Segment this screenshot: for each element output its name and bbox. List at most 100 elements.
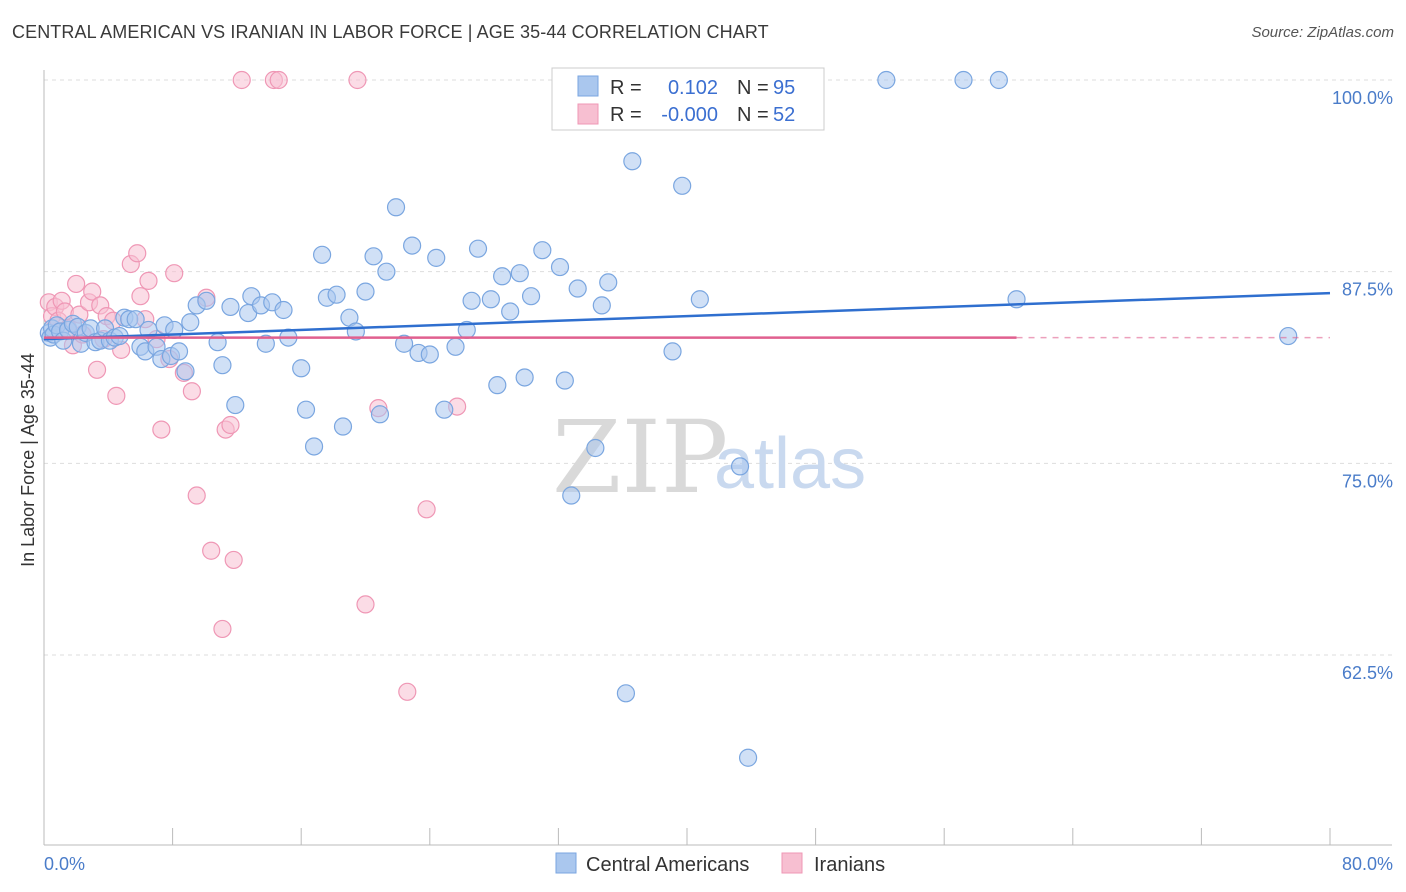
iranian-point-28	[165, 264, 184, 283]
central-american-point-76	[521, 287, 541, 306]
central-american-point-81	[568, 279, 587, 298]
central-american-point-82	[586, 438, 605, 458]
legend-n-value-2: 52	[773, 104, 795, 126]
central-american-point-65	[435, 400, 454, 419]
y-tick-label-3: 100.0%	[1332, 88, 1393, 108]
central-american-point-86	[623, 152, 642, 171]
central-american-point-70	[481, 290, 500, 309]
watermark-zip: ZIP	[552, 399, 728, 516]
central-american-point-48	[304, 437, 324, 456]
central-american-point-55	[356, 282, 375, 301]
central-american-point-87	[663, 342, 682, 361]
bottom-legend-central-americans: Central Americans	[586, 854, 749, 876]
central-american-point-74	[510, 264, 529, 283]
x-tick-label-0: 0.0%	[44, 854, 85, 874]
axis-layer	[43, 70, 1392, 846]
legend-r-value-1: 0.102	[668, 77, 718, 99]
iranian-point-30	[182, 382, 201, 401]
central-american-trendline	[43, 291, 1331, 341]
central-american-point-42	[256, 334, 275, 353]
iranian-point-45	[417, 500, 436, 519]
central-american-point-85	[616, 684, 636, 703]
watermark: ZIP atlas	[552, 399, 866, 516]
central-american-point-extra-0	[738, 748, 758, 767]
central-american-point-92	[954, 70, 973, 90]
central-american-point-37	[221, 297, 240, 317]
central-american-point-51	[327, 285, 346, 304]
central-american-point-36	[213, 356, 232, 375]
central-american-point-60	[394, 334, 414, 353]
central-american-point-72	[493, 267, 512, 286]
central-american-point-88	[673, 176, 692, 195]
legend-r-label-1: R =	[610, 77, 642, 99]
central-american-point-49	[312, 245, 332, 264]
iranian-point-31	[187, 486, 206, 505]
iranian-point-12	[83, 282, 102, 301]
iranian-point-18	[107, 386, 126, 405]
iranian-point-42	[356, 595, 375, 614]
y-tick-label-2: 87.5%	[1342, 280, 1393, 300]
bottom-legend-iranians: Iranians	[814, 854, 885, 876]
central-american-point-30	[169, 342, 189, 361]
trend-layer	[43, 291, 1331, 341]
bottom-legend: Central Americans Iranians	[555, 852, 885, 876]
central-american-point-59	[386, 198, 406, 217]
central-american-point-66	[446, 337, 465, 356]
chart-source: Source: ZipAtlas.com	[1251, 24, 1394, 41]
iranian-point-37	[224, 550, 243, 570]
central-american-point-83	[592, 296, 611, 315]
iranian-point-40	[269, 70, 288, 90]
central-american-point-73	[501, 302, 520, 321]
central-american-point-63	[420, 345, 439, 364]
legend-n-label-2: N =	[737, 104, 769, 126]
central-american-point-93	[989, 70, 1008, 90]
iranian-point-44	[398, 682, 417, 701]
legend-r-value-2: -0.000	[661, 104, 718, 126]
central-american-point-32	[181, 313, 200, 332]
y-axis-label: In Labor Force | Age 35-44	[18, 353, 38, 567]
central-american-point-47	[296, 400, 316, 419]
iranian-point-36	[221, 415, 240, 435]
bottom-legend-swatch-pink	[781, 852, 803, 874]
chart-title: CENTRAL AMERICAN VS IRANIAN IN LABOR FOR…	[12, 22, 769, 42]
legend-swatch-blue	[577, 75, 599, 97]
y-tick-label-0: 62.5%	[1342, 663, 1393, 683]
central-american-point-90	[730, 457, 750, 476]
central-american-point-46	[292, 359, 311, 378]
central-american-point-31	[176, 362, 195, 381]
central-american-point-61	[403, 236, 422, 255]
central-american-point-58	[377, 262, 396, 281]
central-american-point-77	[533, 241, 552, 260]
central-american-point-57	[370, 405, 390, 424]
central-american-point-80	[562, 486, 581, 505]
central-american-point-91	[877, 70, 896, 90]
iranian-point-26	[152, 420, 171, 439]
iranian-point-21	[128, 244, 147, 263]
central-american-point-44	[274, 300, 293, 320]
legend-swatch-pink	[577, 103, 599, 125]
central-american-point-68	[462, 291, 481, 310]
iranian-point-22	[131, 287, 150, 306]
central-american-point-71	[488, 376, 507, 395]
central-american-point-78	[550, 257, 570, 277]
central-american-point-69	[468, 239, 488, 258]
central-american-point-84	[599, 273, 618, 292]
iranian-point-34	[213, 619, 232, 639]
iranian-point-33	[202, 541, 221, 560]
central-american-point-35	[208, 333, 227, 352]
legend-r-label-2: R =	[610, 104, 642, 126]
central-american-point-38	[226, 395, 245, 415]
central-american-point-34	[197, 291, 216, 310]
central-american-point-64	[427, 248, 446, 267]
iranian-point-13	[87, 360, 107, 379]
iranian-point-38	[232, 70, 251, 90]
legend-box: R = 0.102 N = 95 R = -0.000 N = 52	[551, 67, 825, 131]
iranian-point-24	[139, 271, 158, 290]
grid-layer	[44, 79, 1392, 656]
central-american-point-89	[690, 290, 709, 309]
bottom-legend-swatch-blue	[555, 852, 577, 874]
central-american-point-79	[555, 371, 574, 390]
central-american-point-56	[364, 247, 383, 266]
iranian-point-41	[348, 70, 367, 90]
